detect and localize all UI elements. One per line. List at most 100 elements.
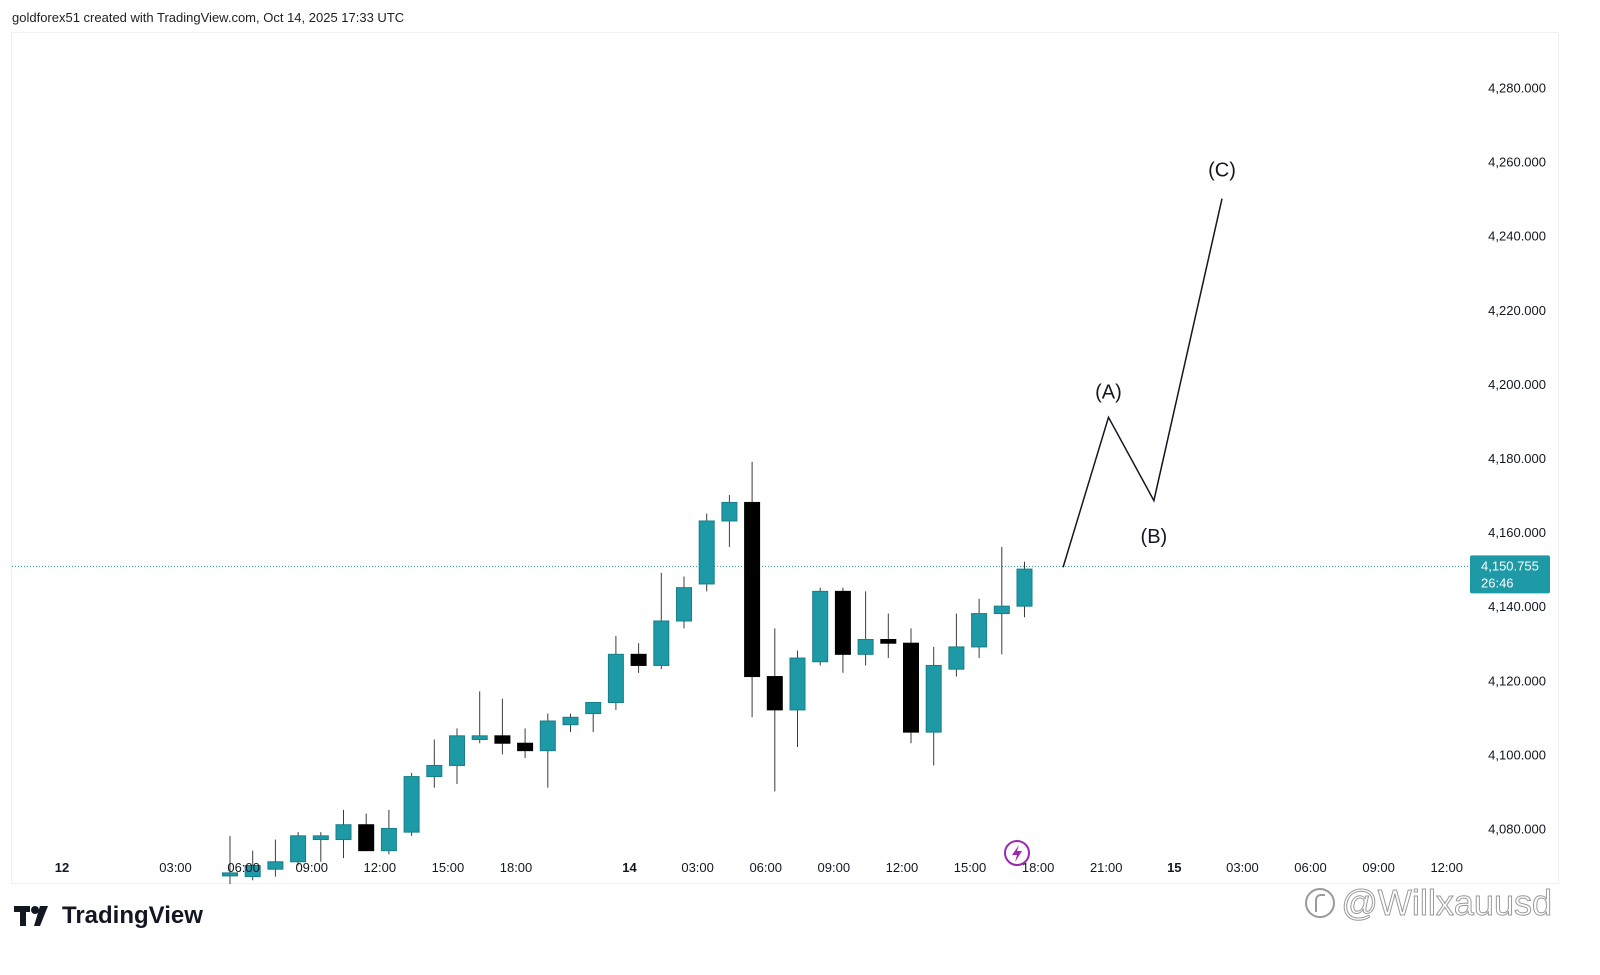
price-axis: 4,080.000 4,100.000 4,120.000 4,140.000 4,16…	[1488, 81, 1546, 837]
candle-body-bull	[290, 835, 307, 863]
time-tick-label: 12:00	[364, 860, 397, 875]
candle[interactable]	[403, 772, 420, 836]
current-price-label: 4,150.755	[1481, 558, 1539, 573]
candle[interactable]	[698, 513, 715, 592]
time-axis: 12 03:00 06:00 09:00 12:00 15:00 18:00 14 03:00 0…	[55, 860, 1463, 875]
price-tick-label: 4,220.000	[1488, 303, 1546, 318]
candle[interactable]	[676, 576, 692, 629]
candle-body-bull	[267, 861, 284, 870]
candle[interactable]	[630, 643, 647, 673]
time-tick-label: 06:00	[749, 860, 782, 875]
time-tick-label: 09:00	[818, 860, 851, 875]
price-tick-label: 4,160.000	[1488, 525, 1546, 540]
candle-body-bull	[380, 827, 397, 852]
candle[interactable]	[607, 635, 624, 710]
candle-body-bull	[653, 620, 670, 666]
price-tick-label: 4,120.000	[1488, 673, 1546, 688]
candle[interactable]	[948, 613, 965, 677]
candle[interactable]	[471, 691, 488, 744]
time-tick-label: 06:00	[1294, 860, 1327, 875]
time-tick-label: 18:00	[500, 860, 533, 875]
tradingview-logo-icon	[14, 904, 54, 928]
event-icon[interactable]	[1004, 840, 1030, 866]
time-tick-label: 03:00	[681, 860, 714, 875]
candle-body-bear	[834, 590, 851, 655]
candle[interactable]	[1016, 561, 1033, 618]
time-tick-label: 06:00	[227, 860, 260, 875]
candle-body-bull	[812, 590, 829, 663]
candle[interactable]	[585, 701, 602, 733]
candle-body-bear	[903, 642, 919, 733]
time-tick-label: 12	[55, 860, 69, 875]
candle[interactable]	[539, 713, 556, 788]
time-tick-label: 21:00	[1090, 860, 1123, 875]
social-watermark-icon	[1305, 888, 1336, 918]
candle[interactable]	[494, 698, 511, 755]
price-tick-label: 4,240.000	[1488, 229, 1546, 244]
candle[interactable]	[562, 713, 579, 733]
price-tick-label: 4,180.000	[1488, 451, 1546, 466]
price-tick-label: 4,280.000	[1488, 81, 1546, 96]
candle[interactable]	[766, 628, 783, 792]
candle[interactable]	[290, 832, 307, 866]
wave-path[interactable]	[1062, 198, 1223, 568]
price-tick-label: 4,260.000	[1488, 155, 1546, 170]
candle[interactable]	[971, 598, 988, 659]
candle-body-bull	[426, 764, 443, 778]
candle[interactable]	[312, 832, 329, 862]
candle[interactable]	[358, 813, 375, 852]
candle[interactable]	[653, 572, 670, 670]
candle-body-bull	[925, 664, 942, 733]
time-tick-label: 09:00	[1362, 860, 1395, 875]
bar-countdown-label: 26:46	[1481, 575, 1514, 590]
price-tick-label: 4,140.000	[1488, 599, 1546, 614]
candle[interactable]	[267, 839, 284, 877]
candle-body-bull	[789, 657, 806, 711]
candle-body-bull	[857, 639, 874, 655]
elliott-wave-projection: (A) (B) (C)	[1062, 159, 1236, 568]
candle-body-bull	[312, 835, 329, 841]
chart-attribution: goldforex51 created with TradingView.com…	[12, 10, 405, 25]
candle-layer	[222, 461, 1033, 884]
candle[interactable]	[834, 587, 851, 673]
candle[interactable]	[993, 546, 1010, 655]
price-tick-label: 4,200.000	[1488, 377, 1546, 392]
time-tick-label: 15:00	[954, 860, 987, 875]
candle-body-bear	[880, 639, 897, 644]
candle[interactable]	[925, 646, 942, 766]
tradingview-brand-text: TradingView	[62, 902, 203, 929]
time-tick-label: 15	[1167, 860, 1181, 875]
time-tick-label: 15:00	[432, 860, 465, 875]
candle[interactable]	[449, 728, 465, 784]
candle-body-bull	[585, 701, 602, 715]
candle-body-bull	[539, 720, 556, 752]
candle[interactable]	[517, 728, 534, 759]
candle[interactable]	[903, 628, 919, 744]
candle-body-bull	[993, 605, 1010, 615]
tradingview-logo[interactable]: TradingView	[14, 902, 203, 930]
candle-body-bear	[517, 742, 534, 752]
time-tick-label: 03:00	[1226, 860, 1259, 875]
candle-body-bull	[1016, 568, 1033, 607]
candle-body-bull	[403, 776, 420, 833]
candle-body-bull	[449, 735, 465, 766]
candle[interactable]	[812, 587, 829, 666]
candle[interactable]	[244, 850, 261, 881]
candle-body-bull	[562, 716, 579, 726]
candle[interactable]	[335, 809, 352, 859]
candle[interactable]	[380, 809, 397, 855]
time-tick-label: 12:00	[1430, 860, 1463, 875]
price-tick-label: 4,080.000	[1488, 821, 1546, 836]
candle-body-bull	[335, 824, 352, 841]
candle-body-bear	[358, 824, 375, 852]
candle[interactable]	[880, 613, 897, 659]
candle[interactable]	[426, 739, 443, 788]
candle[interactable]	[857, 591, 874, 666]
candle[interactable]	[789, 650, 806, 747]
candle[interactable]	[744, 461, 761, 718]
candle[interactable]	[721, 495, 738, 547]
author-watermark: @Willxauusd	[1305, 882, 1552, 924]
candle[interactable]	[222, 835, 238, 884]
time-tick-label: 14	[622, 860, 637, 875]
